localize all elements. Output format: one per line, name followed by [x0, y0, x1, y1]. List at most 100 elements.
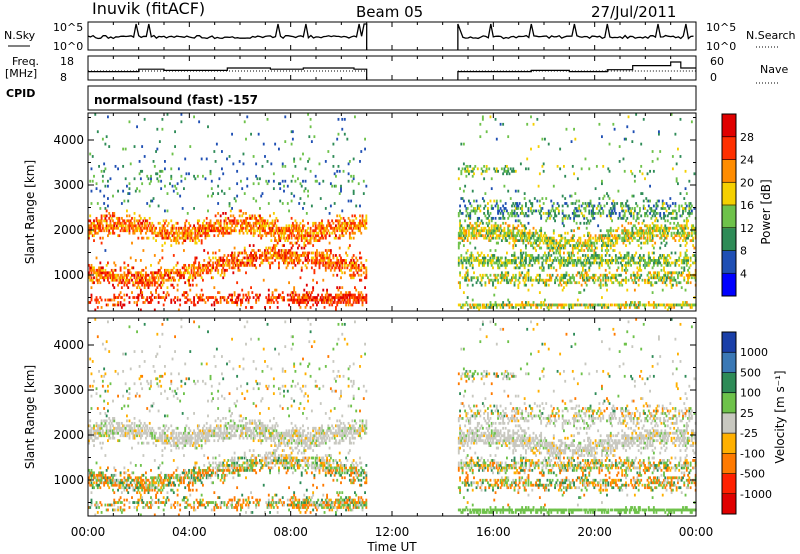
power-cell: [354, 298, 356, 302]
power-cell: [290, 259, 293, 262]
power-cell: [266, 301, 269, 304]
power-cell: [601, 244, 603, 247]
power-cell: [343, 261, 346, 265]
power-cell: [285, 236, 288, 240]
power-cell: [312, 231, 315, 235]
power-cell: [541, 261, 544, 265]
power-cell: [506, 259, 508, 262]
power-cell: [497, 204, 499, 208]
power-cell: [540, 256, 543, 260]
power-cell: [322, 251, 325, 255]
power-cell: [481, 117, 484, 121]
power-cell: [611, 209, 613, 213]
power-cell: [651, 276, 654, 280]
power-cell: [542, 202, 545, 205]
power-cell: [359, 221, 361, 225]
power-cell: [554, 281, 556, 285]
power-cell: [551, 273, 554, 277]
power-cell: [217, 229, 220, 233]
power-cell: [161, 296, 164, 299]
power-cell: [323, 226, 326, 230]
power-cell: [566, 278, 569, 282]
power-cell: [616, 229, 619, 233]
power-cell: [131, 224, 133, 228]
power-cell: [328, 261, 331, 265]
power-cell: [123, 283, 126, 287]
power-cell: [589, 256, 592, 260]
power-cell: [289, 259, 292, 262]
power-cell: [226, 301, 228, 304]
power-cell: [564, 236, 567, 240]
power-cell: [604, 281, 607, 285]
power-cell: [578, 214, 581, 218]
power-cell: [475, 303, 478, 307]
power-cell: [143, 117, 146, 121]
power-cell: [559, 244, 562, 247]
power-cell: [594, 273, 597, 277]
power-cell: [329, 298, 332, 302]
power-cell: [137, 271, 140, 275]
power-cell: [355, 226, 358, 230]
power-cell: [652, 301, 655, 304]
power-cell: [275, 239, 278, 242]
power-cell: [270, 226, 273, 230]
power-cell: [585, 241, 588, 245]
power-cell: [228, 219, 231, 223]
power-cell: [474, 164, 477, 168]
power-cell: [231, 229, 233, 233]
power-cell: [190, 229, 193, 233]
power-cell: [461, 266, 464, 270]
power-cell: [626, 229, 629, 233]
power-cell: [359, 214, 361, 218]
power-cell: [487, 207, 489, 210]
power-cell: [313, 229, 316, 233]
power-cell: [459, 187, 461, 191]
power-cell: [232, 261, 235, 265]
power-cell: [494, 169, 497, 173]
power-cell: [288, 229, 290, 233]
power-cell: [523, 234, 526, 238]
power-cell: [215, 301, 218, 304]
power-cell: [642, 236, 645, 240]
power-cell: [497, 224, 499, 228]
power-cell: [506, 172, 508, 176]
power-cell: [293, 288, 296, 292]
power-cell: [152, 197, 155, 200]
power-cell: [142, 278, 145, 282]
power-cell: [202, 298, 204, 302]
power-cell: [294, 219, 297, 223]
power-cell: [255, 298, 258, 302]
power-cell: [284, 229, 287, 233]
power-cell: [348, 273, 351, 277]
power-cell: [533, 239, 536, 242]
power-cell: [313, 135, 316, 139]
power-cell: [347, 172, 350, 176]
power-cell: [635, 113, 638, 116]
power-cell: [547, 214, 550, 218]
power-cell: [479, 303, 482, 307]
power-cell: [579, 236, 582, 240]
power-cell: [100, 169, 103, 173]
power-cell: [540, 216, 543, 220]
power-cell: [164, 160, 166, 163]
power-cell: [651, 231, 654, 235]
power-cell: [322, 229, 325, 233]
power-cell: [523, 236, 526, 240]
power-cell: [267, 296, 270, 299]
power-cell: [641, 172, 644, 176]
power-cell: [644, 303, 646, 307]
power-cell: [179, 271, 182, 275]
power-cell: [480, 167, 483, 171]
power-cell: [196, 221, 199, 225]
power-cell: [91, 266, 94, 270]
power-cell: [571, 306, 574, 309]
power-cell: [565, 303, 568, 307]
power-cell: [598, 261, 601, 265]
power-cell: [336, 261, 339, 265]
power-cell: [252, 244, 255, 247]
power-cell: [355, 296, 358, 299]
power-cell: [552, 259, 555, 262]
power-cell: [573, 172, 575, 176]
power-cell: [462, 231, 465, 235]
power-cell: [184, 281, 187, 285]
